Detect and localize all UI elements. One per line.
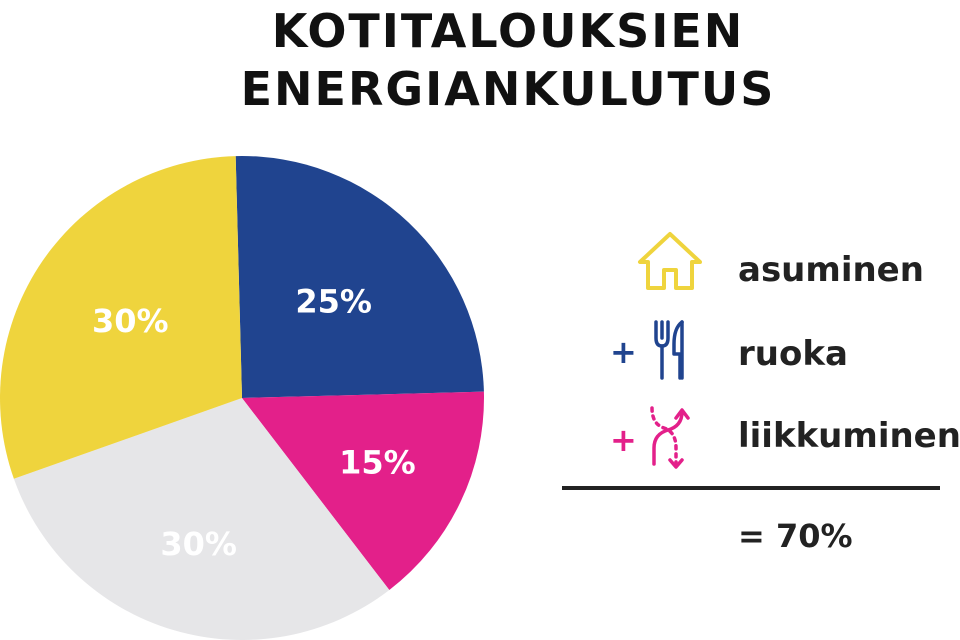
pie-slice-4 [0,156,242,479]
pie-slice-label-3: 30% [160,525,237,563]
house-icon [638,232,702,290]
legend-label-asuminen: asuminen [738,250,924,290]
chart-title: KOTITALOUKSIEN ENERGIANKULUTUS [0,2,960,118]
pie-slice-label-4: 30% [92,302,169,340]
pie-slice-label-2: 15% [339,444,416,482]
pie-slice-1 [235,156,484,398]
pie-chart: 25% 15% 30% 30% [0,156,484,640]
pie-slice-label-1: 25% [295,282,372,320]
legend-plus-ruoka: + [610,333,637,371]
chart-title-line-2: ENERGIANKULUTUS [240,62,776,116]
pie-slice-2 [242,391,484,590]
pie-slice-3 [13,398,390,640]
fork-knife-icon [654,320,684,380]
chart-title-line-1: KOTITALOUKSIEN [271,4,745,58]
legend-label-liikkuminen: liikkuminen [738,416,960,456]
legend-divider [562,486,940,490]
legend-label-ruoka: ruoka [738,334,848,374]
legend-plus-liikkuminen: + [610,421,637,459]
legend-total: = 70% [738,517,853,555]
route-arrows-icon [650,406,690,469]
